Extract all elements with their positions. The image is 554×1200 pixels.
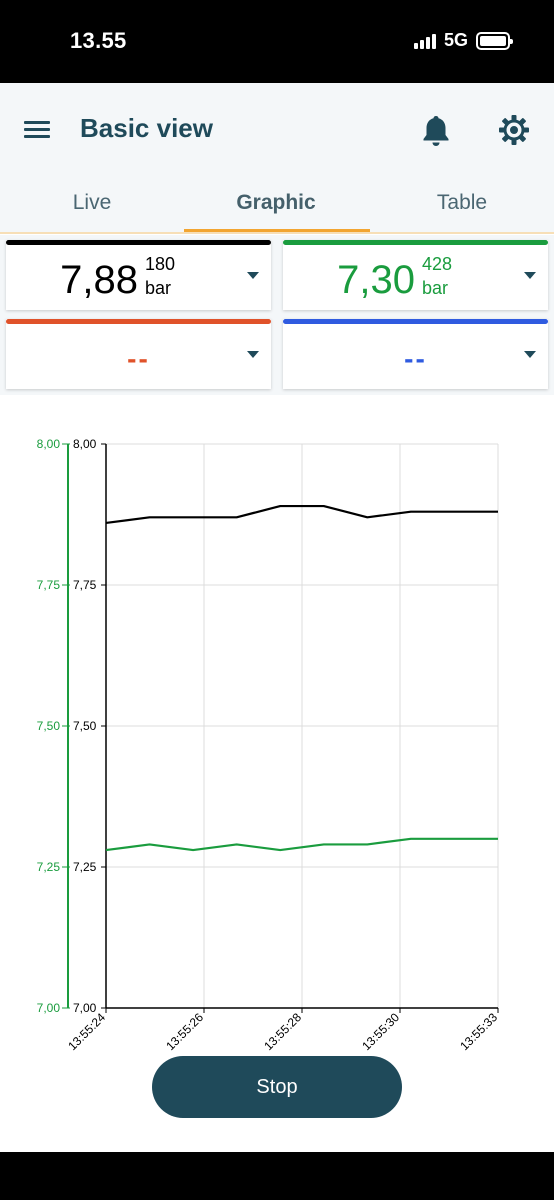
tab-bar: Live Graphic Table <box>0 183 554 233</box>
channel-value: 7,88 <box>60 258 138 302</box>
status-time: 13.55 <box>70 28 127 53</box>
channel-sub: 428 <box>422 254 453 274</box>
channel-unit: bar <box>422 278 449 298</box>
channel-color-bar <box>283 319 548 324</box>
y2-tick-label: 7,75 <box>37 578 61 592</box>
stop-button[interactable]: Stop <box>152 1056 402 1118</box>
y2-tick-label: 7,00 <box>37 1001 61 1015</box>
x-tick-label: 13:55:33 <box>457 1010 500 1053</box>
channel-color-bar <box>6 319 271 324</box>
status-bar: 13.55 5G <box>0 0 554 83</box>
x-tick-label: 13:55:24 <box>65 1010 108 1053</box>
channel-value: 7,30 <box>337 258 415 302</box>
x-tick-label: 13:55:30 <box>359 1010 402 1053</box>
channel-value: -- <box>404 343 427 374</box>
y-tick-label: 7,75 <box>73 578 97 592</box>
y-tick-label: 7,00 <box>73 1001 97 1015</box>
gear-icon[interactable] <box>497 113 531 147</box>
y-tick-label: 7,50 <box>73 719 97 733</box>
chevron-down-icon[interactable] <box>524 351 536 358</box>
channel-meta: 428 bar <box>422 252 452 300</box>
network-type: 5G <box>443 30 468 50</box>
x-tick-label: 13:55:28 <box>261 1010 304 1053</box>
channel-meta: 180 bar <box>145 252 175 300</box>
channel-sub: 180 <box>145 254 176 274</box>
menu-icon[interactable] <box>24 117 54 141</box>
battery-icon <box>476 31 513 50</box>
tab-table[interactable]: Table <box>436 191 488 214</box>
channel-unit: bar <box>145 278 172 298</box>
app-bar: Basic view <box>0 83 554 233</box>
channel-card-2[interactable]: 7,30 428 bar <box>283 240 548 310</box>
chevron-down-icon[interactable] <box>247 272 259 279</box>
tab-graphic[interactable]: Graphic <box>236 191 316 214</box>
channel-value: -- <box>127 343 150 374</box>
signal-icon <box>413 33 436 49</box>
chevron-down-icon[interactable] <box>524 272 536 279</box>
tab-divider <box>0 232 554 234</box>
series-line-2 <box>105 837 498 852</box>
chevron-down-icon[interactable] <box>247 351 259 358</box>
tab-live[interactable]: Live <box>72 191 112 214</box>
bell-icon[interactable] <box>420 113 452 149</box>
y2-tick-label: 7,50 <box>37 719 61 733</box>
y-tick-label: 8,00 <box>73 437 97 451</box>
app-screen: Basic view <box>0 83 554 1152</box>
chart-svg: 8,00 8,00 7,75 7,75 7,50 7,50 7,25 7,25 7,00 7,00… <box>37 437 501 1053</box>
channel-card-1[interactable]: 7,88 180 bar <box>6 240 271 310</box>
channel-card-3[interactable]: -- <box>6 319 271 389</box>
channel-card-4[interactable]: -- <box>283 319 548 389</box>
line-chart[interactable]: 8,00 8,00 7,75 7,75 7,50 7,50 7,25 7,25 7,00 7,00… <box>0 395 554 1055</box>
y2-tick-label: 7,25 <box>37 860 61 874</box>
y-tick-label: 7,25 <box>73 860 97 874</box>
active-tab-indicator <box>184 229 370 232</box>
home-indicator-area <box>0 1152 554 1200</box>
page-title: Basic view <box>80 113 213 143</box>
series-line-1 <box>105 504 498 525</box>
channel-color-bar <box>6 240 271 245</box>
channel-cards: 7,88 180 bar 7,30 428 bar -- -- <box>0 235 554 395</box>
y2-tick-label: 8,00 <box>37 437 61 451</box>
status-icons: 5G <box>413 30 513 51</box>
channel-color-bar <box>283 240 548 245</box>
x-tick-label: 13:55:26 <box>163 1010 206 1053</box>
